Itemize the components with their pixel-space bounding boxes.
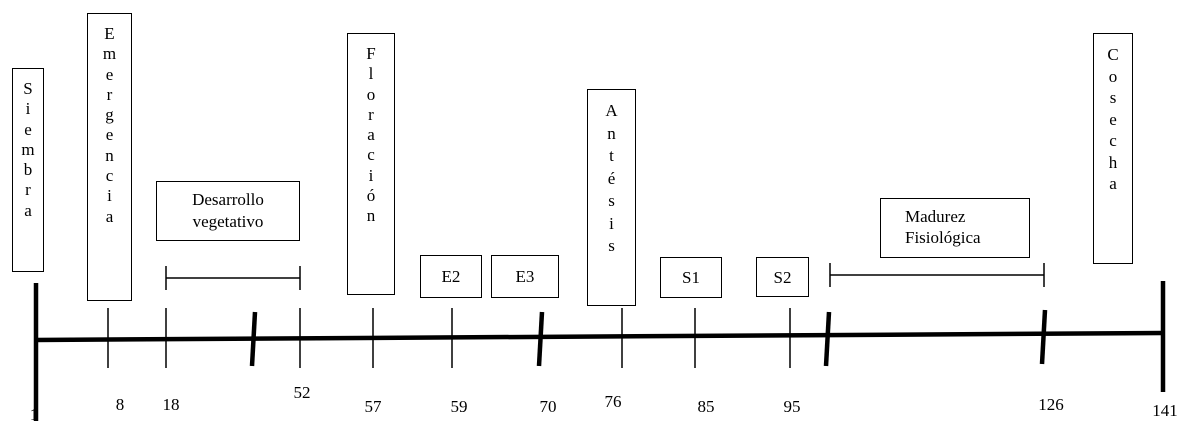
day-label: 141 — [1152, 401, 1178, 420]
stage-box-e3: E3 — [491, 255, 559, 298]
stage-box-e2: E2 — [420, 255, 482, 298]
stage-box-madurez-fisiologica: Madurez Fisiológica — [880, 198, 1030, 258]
stage-label-s2: S2 — [773, 268, 792, 287]
day-label: 52 — [293, 383, 311, 402]
day-label: 18 — [162, 395, 180, 414]
stage-label-desarrollo-vegetativo: Desarrollo vegetativo — [192, 190, 264, 231]
day-label: 57 — [364, 397, 382, 416]
timeline-axis — [34, 330, 1164, 343]
major-tick-vegetative — [249, 311, 258, 367]
stage-label-madurez-fisiologica: Madurez Fisiológica — [905, 207, 981, 247]
stage-box-s2: S2 — [756, 257, 809, 297]
major-tick-70 — [536, 311, 545, 367]
stage-label-e2: E2 — [441, 267, 461, 286]
day-label: 59 — [450, 397, 468, 416]
day-label: 1 — [29, 405, 39, 424]
day-label: 95 — [783, 397, 801, 416]
major-tick-126 — [1039, 309, 1048, 365]
day-label: 76 — [604, 392, 622, 411]
stage-label-s1: S1 — [682, 268, 700, 287]
day-label: 126 — [1038, 395, 1064, 414]
day-label: 70 — [539, 397, 557, 416]
day-label: 85 — [697, 397, 715, 416]
stage-box-desarrollo-vegetativo: Desarrollo vegetativo — [156, 181, 300, 241]
day-label: 8 — [115, 395, 125, 414]
stage-box-s1: S1 — [660, 257, 722, 298]
stage-label-e3: E3 — [515, 267, 535, 286]
major-tick-maturity-start — [823, 311, 832, 367]
